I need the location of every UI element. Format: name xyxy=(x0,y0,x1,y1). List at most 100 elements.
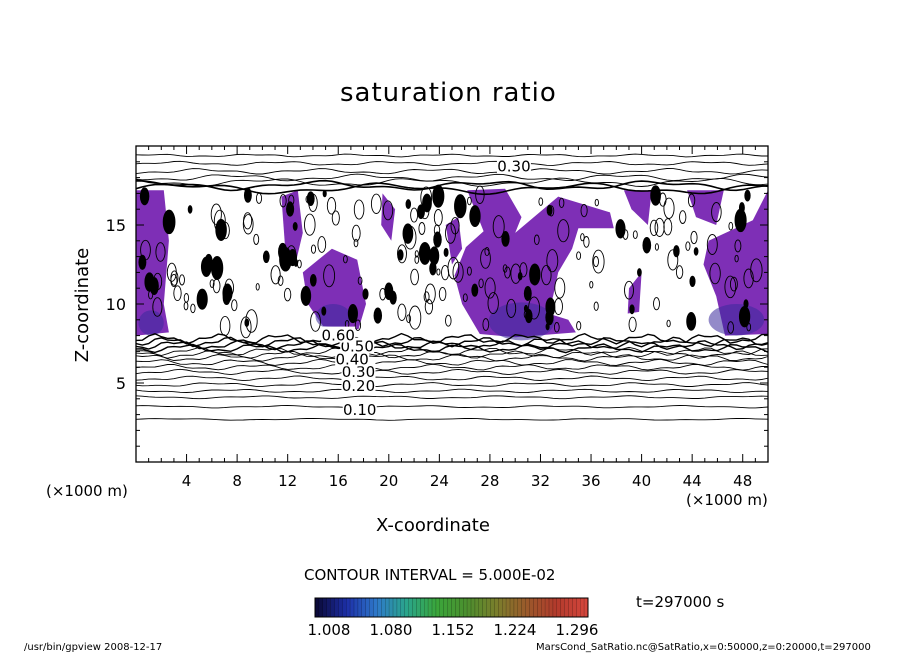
contour-line xyxy=(331,210,340,226)
plot-frame xyxy=(135,145,769,463)
contour-line xyxy=(433,231,442,248)
contour-line xyxy=(667,249,679,271)
contour-line xyxy=(445,314,452,327)
contour-line xyxy=(654,243,659,251)
contour-line xyxy=(135,346,769,356)
contour-line xyxy=(423,291,430,303)
supersaturated-regions xyxy=(136,188,768,341)
contour-line xyxy=(728,221,734,231)
x-tick-label: 32 xyxy=(531,472,550,490)
contour-line xyxy=(424,283,436,305)
contour-line xyxy=(592,249,605,274)
contour-line xyxy=(397,303,407,321)
colorbar-stripe xyxy=(580,598,585,617)
contour-line xyxy=(679,210,687,224)
contour-line xyxy=(321,306,327,316)
contour-label-bg xyxy=(342,400,377,417)
contour-line xyxy=(414,250,419,258)
colorbar-stripe xyxy=(451,598,456,617)
contour-line xyxy=(200,256,212,277)
colorbar-stripe xyxy=(389,598,394,617)
contour-line xyxy=(135,375,769,382)
contour-line xyxy=(243,187,252,203)
contour-line xyxy=(523,286,532,301)
footer-right: MarsCond_SatRatio.nc@SatRatio,x=0:50000,… xyxy=(536,642,871,653)
contour-line xyxy=(382,200,394,221)
contour-line xyxy=(557,219,570,243)
supersaturated-region xyxy=(703,190,768,336)
contour-line xyxy=(580,233,585,242)
contour-line xyxy=(744,189,751,202)
contour-line xyxy=(135,177,769,187)
colorbar-stripe xyxy=(424,598,429,617)
colorbar-stripe xyxy=(584,598,589,617)
colorbar-stripe xyxy=(354,598,359,617)
colorbar-stripe xyxy=(529,598,534,617)
contour-line xyxy=(173,285,182,302)
colorbar-stripe xyxy=(412,598,417,617)
contour-line xyxy=(255,283,260,291)
supersaturated-region xyxy=(687,190,724,225)
contour-line xyxy=(666,319,671,328)
supersaturated-region xyxy=(623,190,652,225)
contour-line xyxy=(743,299,749,309)
supersaturated-region xyxy=(454,188,614,338)
colorbar-stripe xyxy=(393,598,398,617)
colorbar-stripe xyxy=(537,598,542,617)
contour-line xyxy=(649,219,659,237)
contour-line xyxy=(738,305,751,328)
contour-line xyxy=(322,189,327,198)
contour-line xyxy=(384,282,394,301)
colorbar-stripe xyxy=(338,598,343,617)
contour-line xyxy=(397,249,404,261)
colorbar-stripe xyxy=(459,598,464,617)
contour-line xyxy=(286,201,295,217)
contour-line xyxy=(209,279,215,288)
contour-line xyxy=(187,205,193,214)
contour-line xyxy=(441,264,450,281)
contour-line xyxy=(170,273,178,288)
contour-line xyxy=(689,275,696,288)
colorbar-stripe xyxy=(576,598,581,617)
x-tick-label: 28 xyxy=(480,472,499,490)
contour-label: 0.20 xyxy=(342,377,375,395)
contour-line xyxy=(210,256,224,280)
contour-line xyxy=(471,283,479,297)
colorbar-stripe xyxy=(416,598,421,617)
contour-label: 0.30 xyxy=(497,158,530,176)
colorbar-stripe xyxy=(545,598,550,617)
contour-line xyxy=(210,203,222,225)
contour-line xyxy=(553,322,560,333)
contour-line xyxy=(135,332,769,345)
supersaturated-region xyxy=(627,272,642,314)
contour-line xyxy=(475,185,485,204)
colorbar-stripe xyxy=(330,598,335,617)
contour-line xyxy=(288,194,295,206)
colorbar-stripe xyxy=(474,598,480,617)
contour-line xyxy=(743,268,754,289)
contour-line xyxy=(220,221,230,240)
colorbar-stripe xyxy=(377,598,382,617)
x-tick-label: 36 xyxy=(581,472,600,490)
colorbar-stripe xyxy=(342,598,347,617)
contour-line xyxy=(593,256,599,268)
colorbar-stripe xyxy=(326,598,331,617)
contour-line xyxy=(418,241,431,265)
contour-line xyxy=(466,266,472,276)
x-tick-label: 40 xyxy=(632,472,651,490)
contour-line xyxy=(309,273,317,287)
colorbar-stripe xyxy=(533,598,538,617)
footer-left: /usr/bin/gpview 2008-12-17 xyxy=(24,642,163,653)
x-tick-label: 48 xyxy=(733,472,752,490)
contour-line xyxy=(538,197,544,206)
contour-line xyxy=(231,299,238,312)
x-tick-label: 4 xyxy=(182,472,192,490)
contour-line xyxy=(183,293,190,303)
contour-line xyxy=(593,301,599,311)
colorbar-stripe xyxy=(510,598,515,617)
contour-line xyxy=(242,214,254,235)
contour-line xyxy=(478,278,484,289)
colorbar-stripe xyxy=(549,598,554,617)
colorbar-stripe xyxy=(439,598,444,617)
x-axis-ticks: 4 8 12 16 20 24 28 32 36 40 44 48 xyxy=(148,146,756,490)
